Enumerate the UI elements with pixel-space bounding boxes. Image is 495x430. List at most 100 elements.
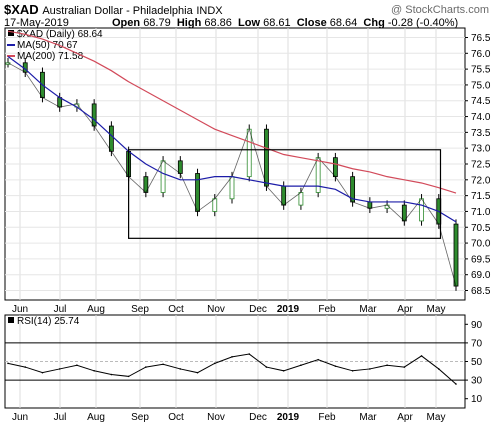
series-line-ma50	[7, 55, 457, 223]
open-label: Open	[112, 17, 141, 29]
rsi-point-14	[248, 353, 251, 355]
main-legend-1: MA(50) 70.67	[17, 40, 78, 51]
main-xlabel-10: Apr	[397, 304, 413, 315]
main-ytick-label-6: 73.5	[471, 128, 491, 139]
rsi-xlabel-6: Dec	[249, 412, 267, 423]
rsi-point-5	[93, 370, 95, 372]
rsi-point-13	[231, 356, 233, 358]
main-legend-swatch-0	[8, 30, 14, 36]
close-value: 68.64	[329, 17, 358, 29]
rsi-xlabel-9: Mar	[359, 412, 377, 423]
rsi-xlabel-2: Aug	[87, 412, 105, 423]
main-ytick-label-11: 71.0	[471, 207, 491, 218]
rsi-point-7	[127, 375, 130, 378]
trading-range-box	[128, 149, 442, 239]
main-legend-2: MA(200) 71.58	[17, 51, 84, 62]
high-label: High	[176, 17, 202, 29]
rsi-point-23	[403, 366, 406, 368]
rsi-point-0	[7, 362, 9, 365]
main-ytick-label-10: 71.5	[471, 191, 491, 202]
main-xlabel-3: Sep	[131, 304, 149, 315]
rsi-point-12	[213, 362, 216, 365]
ohlc-readout: Open 68.79 High 68.86 Low 68.61 Close 68…	[112, 17, 458, 29]
rsi-ytick-label-2: 50	[471, 357, 483, 368]
main-ytick-label-9: 72.0	[471, 175, 491, 186]
rsi-point-25	[437, 368, 440, 370]
rsi-point-24	[420, 355, 423, 357]
rsi-xlabel-0: Jun	[12, 412, 28, 423]
price-candle-17	[298, 192, 304, 206]
main-xlabel-9: Mar	[359, 304, 377, 315]
main-ytick-label-3: 75.0	[471, 80, 491, 91]
main-xlabel-7: 2019	[277, 304, 300, 315]
symbol-description: Australian Dollar - Philadelphia	[42, 5, 193, 17]
rsi-point-22	[386, 364, 388, 367]
rsi-point-11	[196, 371, 199, 374]
rsi-xlabel-5: Nov	[207, 412, 225, 423]
main-xlabel-4: Oct	[168, 304, 184, 315]
close-label: Close	[296, 17, 327, 29]
chart-symbol: $XAD Australian Dollar - Philadelphia IN…	[4, 2, 223, 17]
chg-label: Chg	[363, 17, 385, 29]
low-value: 68.61	[263, 17, 291, 29]
main-xlabel-1: Jul	[54, 304, 67, 315]
main-ytick-label-5: 74.0	[471, 112, 491, 123]
series-line-ma200	[7, 30, 457, 194]
rsi-xlabel-10: Apr	[397, 412, 413, 423]
main-xlabel-8: Feb	[318, 304, 336, 315]
main-ytick-label-7: 73.0	[471, 144, 491, 155]
price-candle-24	[419, 198, 424, 222]
main-legend-0: $XAD (Daily) 68.64	[17, 29, 103, 40]
rsi-point-9	[162, 363, 164, 366]
price-candle-9	[160, 160, 166, 193]
rsi-point-8	[145, 366, 147, 368]
main-xlabel-5: Nov	[207, 304, 225, 315]
rsi-point-20	[351, 370, 354, 372]
main-xlabel-2: Aug	[87, 304, 105, 315]
main-ytick-label-8: 72.5	[471, 160, 491, 171]
exchange-label: INDX	[196, 5, 223, 17]
price-candle-5	[91, 103, 97, 127]
price-candle-13	[229, 176, 235, 200]
symbol-text: $XAD	[4, 2, 39, 17]
rsi-point-3	[58, 368, 61, 370]
main-xlabel-0: Jun	[12, 304, 28, 315]
rsi-point-6	[110, 373, 113, 376]
rsi-xlabel-4: Oct	[168, 412, 184, 423]
rsi-point-1	[24, 366, 27, 368]
price-candle-18	[315, 157, 321, 193]
rsi-point-17	[300, 364, 302, 367]
price-candle-21	[367, 201, 373, 209]
rsi-point-4	[76, 364, 78, 367]
price-candle-15	[264, 128, 269, 187]
chg-value: -0.28 (-0.40%)	[387, 17, 459, 29]
rsi-point-19	[334, 365, 337, 367]
main-ytick-label-13: 70.0	[471, 239, 491, 250]
rsi-point-21	[369, 368, 371, 370]
price-candle-16	[281, 185, 287, 206]
rsi-point-16	[282, 370, 285, 372]
price-candle-19	[332, 157, 338, 178]
main-ytick-label-4: 74.5	[471, 96, 491, 107]
price-candle-10	[177, 160, 183, 174]
main-xlabel-11: May	[427, 304, 446, 315]
rsi-xlabel-11: May	[427, 412, 446, 423]
rsi-point-18	[317, 358, 319, 361]
price-candle-6	[108, 125, 114, 152]
watermark: @ StockCharts.com	[391, 4, 489, 16]
main-ytick-label-15: 69.0	[471, 270, 491, 281]
main-ytick-label-12: 70.5	[471, 223, 491, 234]
main-ytick-label-16: 68.5	[471, 286, 491, 297]
rsi-legend-swatch-0	[8, 317, 14, 323]
rsi-point-15	[265, 366, 268, 368]
rsi-ytick-label-4: 10	[471, 394, 483, 405]
quote-date: 17-May-2019	[4, 17, 69, 29]
rsi-xlabel-8: Feb	[318, 412, 336, 423]
price-candle-12	[212, 198, 218, 212]
rsi-point-10	[179, 368, 182, 370]
low-label: Low	[238, 17, 261, 29]
rsi-xlabel-7: 2019	[277, 412, 300, 423]
rsi-point-2	[41, 371, 44, 374]
price-candle-14	[246, 128, 252, 178]
